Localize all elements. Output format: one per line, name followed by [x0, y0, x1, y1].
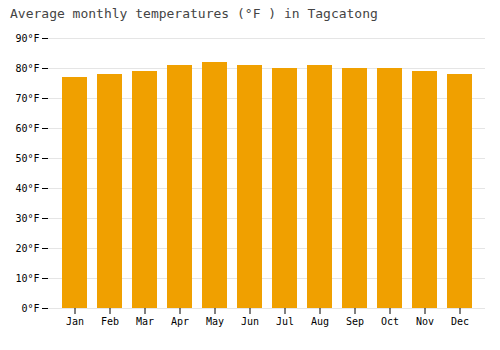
svg-text:80°F: 80°F: [15, 63, 39, 74]
svg-text:20°F: 20°F: [15, 243, 39, 254]
svg-text:0°F: 0°F: [21, 303, 39, 314]
svg-text:Apr: Apr: [171, 316, 189, 327]
svg-text:10°F: 10°F: [15, 273, 39, 284]
svg-text:Jan: Jan: [66, 316, 84, 327]
svg-text:60°F: 60°F: [15, 123, 39, 134]
svg-text:Nov: Nov: [416, 316, 434, 327]
svg-text:Dec: Dec: [451, 316, 469, 327]
svg-text:Mar: Mar: [136, 316, 154, 327]
svg-text:Sep: Sep: [346, 316, 364, 327]
svg-text:Jun: Jun: [241, 316, 259, 327]
html-text:Average monthly temperatures (: Average monthly temperatures (°F ) in Ta…: [10, 6, 378, 21]
svg-text:Aug: Aug: [311, 316, 329, 327]
svg-text:40°F: 40°F: [15, 183, 39, 194]
svg-text:May: May: [206, 316, 224, 327]
svg-text:90°F: 90°F: [15, 33, 39, 44]
svg-text:70°F: 70°F: [15, 93, 39, 104]
svg-text:Feb: Feb: [101, 316, 119, 327]
svg-text:50°F: 50°F: [15, 153, 39, 164]
svg-text:Jul: Jul: [276, 316, 294, 327]
svg-text:Oct: Oct: [381, 316, 399, 327]
svg-text:30°F: 30°F: [15, 213, 39, 224]
